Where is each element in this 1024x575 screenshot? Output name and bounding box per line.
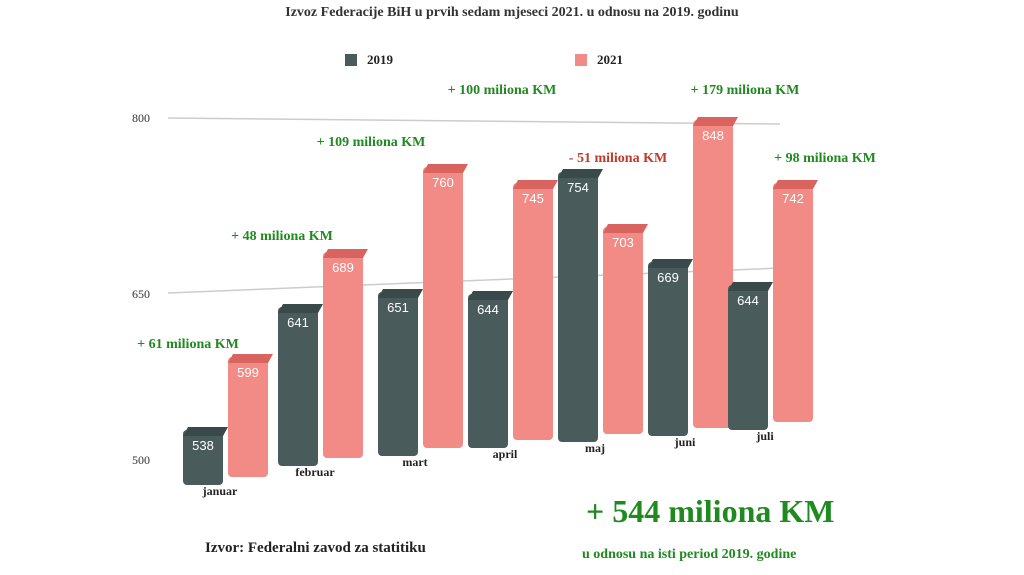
total-difference: + 544 miliona KM [586, 493, 835, 529]
x-tick-label-juni: juni [674, 435, 696, 449]
bar-cap-2019-januar [183, 427, 228, 436]
bar-cap-2019-maj [558, 169, 603, 178]
data-label-2019-februar: 641 [287, 315, 309, 330]
data-label-2019-maj: 754 [567, 180, 589, 195]
bar-2019-januar [183, 430, 223, 485]
gridline-800 [167, 117, 781, 125]
data-label-2021-maj: 703 [612, 235, 634, 250]
bar-cap-2021-maj [603, 224, 648, 233]
y-tick-label: 800 [132, 111, 150, 125]
legend-label-2021: 2021 [597, 52, 623, 67]
data-label-2019-januar: 538 [192, 438, 214, 453]
bar-cap-2021-januar [228, 354, 273, 363]
data-label-2019-mart: 651 [387, 300, 409, 315]
difference-label-juni: + 179 miliona KM [691, 83, 800, 98]
legend-item-2019: 2019 [345, 52, 393, 68]
bar-2019-juli [728, 285, 768, 430]
difference-label-februar: + 48 miliona KM [231, 229, 333, 244]
total-difference-subtitle: u odnosu na isti period 2019. godine [582, 547, 797, 562]
gridline-650 [167, 267, 781, 294]
data-label-2021-juli: 742 [782, 191, 804, 206]
data-label-2021-april: 745 [522, 191, 544, 206]
bar-cap-2021-april [513, 180, 558, 189]
bar-2021-januar [228, 357, 268, 477]
bar-2019-mart [378, 292, 418, 456]
source-note: Izvor: Federalni zavod za statitiku [205, 540, 426, 556]
data-label-2019-juni: 669 [657, 270, 679, 285]
bar-cap-2019-februar [278, 304, 323, 313]
bar-2021-juni [693, 120, 733, 428]
bar-2021-juli [773, 183, 813, 422]
x-tick-label-juli: juli [755, 429, 774, 443]
bar-2019-april [468, 294, 508, 448]
bar-cap-2021-februar [323, 249, 368, 258]
y-tick-label: 500 [132, 453, 150, 467]
data-label-2021-mart: 760 [432, 175, 454, 190]
bar-cap-2021-mart [423, 164, 468, 173]
legend-label-2019: 2019 [367, 52, 393, 67]
data-label-2021-januar: 599 [237, 365, 259, 380]
data-label-2019-april: 644 [477, 302, 499, 317]
chart-title: Izvoz Federacije BiH u prvih sedam mjese… [285, 5, 739, 20]
bar-cap-2019-mart [378, 289, 423, 298]
bar-2021-maj [603, 227, 643, 434]
difference-label-mart: + 109 miliona KM [317, 135, 426, 150]
data-label-2021-juni: 848 [702, 128, 724, 143]
difference-label-maj: - 51 miliona KM [569, 151, 667, 166]
bar-2021-februar [323, 252, 363, 458]
difference-label-januar: + 61 miliona KM [137, 337, 239, 352]
bar-2021-mart [423, 167, 463, 448]
bar-2019-februar [278, 307, 318, 466]
bar-2021-april [513, 183, 553, 440]
bar-cap-2019-juli [728, 282, 773, 291]
difference-label-juli: + 98 miliona KM [774, 151, 876, 166]
x-tick-label-mart: mart [402, 455, 427, 469]
bar-cap-2019-juni [648, 259, 693, 268]
x-tick-label-januar: januar [202, 484, 238, 498]
x-tick-label-april: april [493, 447, 518, 461]
legend-swatch-2021 [575, 54, 587, 66]
x-tick-label-februar: februar [295, 465, 335, 479]
difference-label-april: + 100 miliona KM [448, 83, 557, 98]
bar-cap-2019-april [468, 291, 513, 300]
legend-swatch-2019 [345, 54, 357, 66]
data-label-2021-februar: 689 [332, 260, 354, 275]
legend-item-2021: 2021 [575, 52, 623, 68]
bar-2019-juni [648, 262, 688, 436]
y-tick-label: 650 [132, 287, 150, 301]
bar-cap-2021-juli [773, 180, 818, 189]
data-label-2019-juli: 644 [737, 293, 759, 308]
x-tick-label-maj: maj [585, 441, 605, 455]
bar-cap-2021-juni [693, 117, 738, 126]
bar-2019-maj [558, 172, 598, 442]
